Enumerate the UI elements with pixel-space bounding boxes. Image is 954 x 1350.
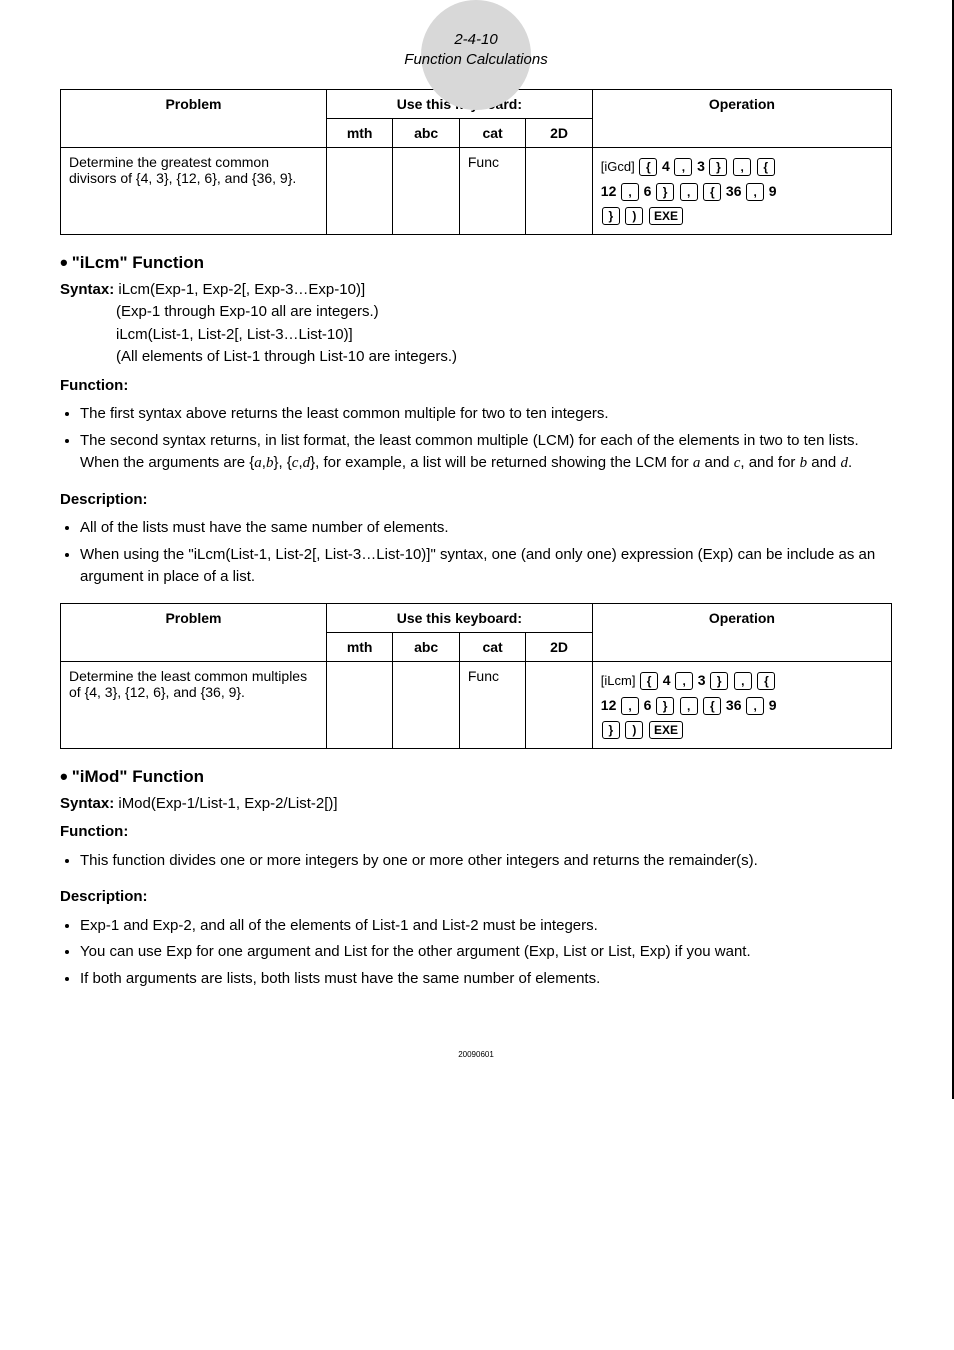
- num-36: 36: [726, 183, 742, 199]
- page-title: Function Calculations: [60, 50, 892, 70]
- ilcm-fn-item: The first syntax above returns the least…: [80, 403, 892, 426]
- td-operation: [iGcd] { 4 , 3 } , { 12 , 6 } , { 36 , 9…: [592, 148, 891, 235]
- td-mth: [326, 148, 392, 235]
- num-12: 12: [601, 697, 617, 713]
- td-abc: [393, 148, 459, 235]
- num-9: 9: [769, 183, 777, 199]
- op-prefix: [iGcd]: [601, 159, 635, 174]
- key-lbrace: {: [639, 158, 657, 176]
- imod-function-list: This function divides one or more intege…: [60, 850, 892, 873]
- function-label: Function:: [60, 821, 892, 844]
- key-lbrace: {: [703, 697, 721, 715]
- key-comma: ,: [734, 672, 752, 690]
- th-operation: Operation: [592, 90, 891, 148]
- key-comma: ,: [733, 158, 751, 176]
- key-comma: ,: [674, 158, 692, 176]
- num-12: 12: [601, 183, 617, 199]
- ilcm-syntax2: iLcm(List-1, List-2[, List-3…List-10)]: [116, 324, 892, 347]
- num-6: 6: [644, 697, 652, 713]
- key-lbrace: {: [640, 672, 658, 690]
- key-lbrace: {: [757, 672, 775, 690]
- th-problem: Problem: [61, 603, 327, 661]
- th-mth: mth: [326, 632, 392, 661]
- syntax-label: Syntax:: [60, 795, 114, 812]
- key-rbrace: }: [602, 207, 620, 225]
- ilcm-syntax2-note: (All elements of List-1 through List-10 …: [116, 346, 892, 369]
- ilcm-desc-item: When using the "iLcm(List-1, List-2[, Li…: [80, 544, 892, 589]
- imod-syntax1: iMod(Exp-1/List-1, Exp-2/List-2[)]: [118, 795, 337, 812]
- key-rparen: ): [625, 207, 643, 225]
- key-comma: ,: [746, 697, 764, 715]
- key-exe: EXE: [649, 207, 683, 225]
- key-comma: ,: [746, 183, 764, 201]
- num-36: 36: [726, 697, 742, 713]
- key-comma: ,: [680, 183, 698, 201]
- imod-syntax-block: Syntax: iMod(Exp-1/List-1, Exp-2/List-2[…: [60, 793, 892, 816]
- desc-label: Description:: [60, 886, 892, 909]
- ilcm-desc-list: All of the lists must have the same numb…: [60, 517, 892, 589]
- th-operation: Operation: [592, 603, 891, 661]
- imod-heading: •"iMod" Function: [60, 767, 892, 787]
- ilcm-syntax-block: Syntax: iLcm(Exp-1, Exp-2[, Exp-3…Exp-10…: [60, 279, 892, 369]
- td-cat: Func: [459, 661, 525, 748]
- num-6: 6: [644, 183, 652, 199]
- num-3: 3: [697, 158, 705, 174]
- desc-label: Description:: [60, 489, 892, 512]
- th-2d: 2D: [526, 632, 592, 661]
- td-operation: [iLcm] { 4 , 3 } , { 12 , 6 } , { 36 , 9…: [592, 661, 891, 748]
- th-abc: abc: [393, 632, 459, 661]
- page-ref: 2-4-10: [60, 30, 892, 50]
- key-rbrace: }: [710, 672, 728, 690]
- key-rbrace: }: [602, 721, 620, 739]
- td-abc: [393, 661, 459, 748]
- ilcm-syntax1-note: (Exp-1 through Exp-10 all are integers.): [116, 301, 892, 324]
- imod-desc-list: Exp-1 and Exp-2, and all of the elements…: [60, 915, 892, 991]
- ilcm-heading: •"iLcm" Function: [60, 253, 892, 273]
- th-2d: 2D: [526, 119, 592, 148]
- key-exe: EXE: [649, 721, 683, 739]
- th-cat: cat: [459, 119, 525, 148]
- key-lbrace: {: [757, 158, 775, 176]
- key-lbrace: {: [703, 183, 721, 201]
- th-mth: mth: [326, 119, 392, 148]
- key-rparen: ): [625, 721, 643, 739]
- key-comma: ,: [680, 697, 698, 715]
- key-rbrace: }: [709, 158, 727, 176]
- td-mth: [326, 661, 392, 748]
- op-prefix: [iLcm]: [601, 673, 636, 688]
- ilcm-table: Problem Use this keyboard: Operation mth…: [60, 603, 892, 749]
- imod-desc-item: Exp-1 and Exp-2, and all of the elements…: [80, 915, 892, 938]
- imod-fn-item: This function divides one or more intege…: [80, 850, 892, 873]
- num-4: 4: [663, 672, 671, 688]
- th-keyboard: Use this keyboard:: [326, 603, 592, 632]
- td-problem: Determine the least common multiples of …: [61, 661, 327, 748]
- num-9: 9: [769, 697, 777, 713]
- td-problem: Determine the greatest common divisors o…: [61, 148, 327, 235]
- ilcm-desc-item: All of the lists must have the same numb…: [80, 517, 892, 540]
- page: 2-4-10 Function Calculations Problem Use…: [0, 0, 954, 1099]
- syntax-label: Syntax:: [60, 281, 114, 298]
- page-header: 2-4-10 Function Calculations: [60, 30, 892, 69]
- ilcm-function-list: The first syntax above returns the least…: [60, 403, 892, 475]
- igcd-table: Problem Use this keyboard: Operation mth…: [60, 89, 892, 235]
- footer-number: 20090601: [60, 1050, 892, 1059]
- th-cat: cat: [459, 632, 525, 661]
- ilcm-fn-item: The second syntax returns, in list forma…: [80, 430, 892, 475]
- key-comma: ,: [621, 183, 639, 201]
- num-3: 3: [698, 672, 706, 688]
- th-abc: abc: [393, 119, 459, 148]
- imod-desc-item: If both arguments are lists, both lists …: [80, 968, 892, 991]
- ilcm-syntax1: iLcm(Exp-1, Exp-2[, Exp-3…Exp-10)]: [118, 281, 365, 298]
- th-problem: Problem: [61, 90, 327, 148]
- td-2d: [526, 148, 592, 235]
- key-comma: ,: [675, 672, 693, 690]
- td-cat: Func: [459, 148, 525, 235]
- num-4: 4: [662, 158, 670, 174]
- function-label: Function:: [60, 375, 892, 398]
- imod-desc-item: You can use Exp for one argument and Lis…: [80, 941, 892, 964]
- key-rbrace: }: [656, 697, 674, 715]
- key-rbrace: }: [656, 183, 674, 201]
- td-2d: [526, 661, 592, 748]
- key-comma: ,: [621, 697, 639, 715]
